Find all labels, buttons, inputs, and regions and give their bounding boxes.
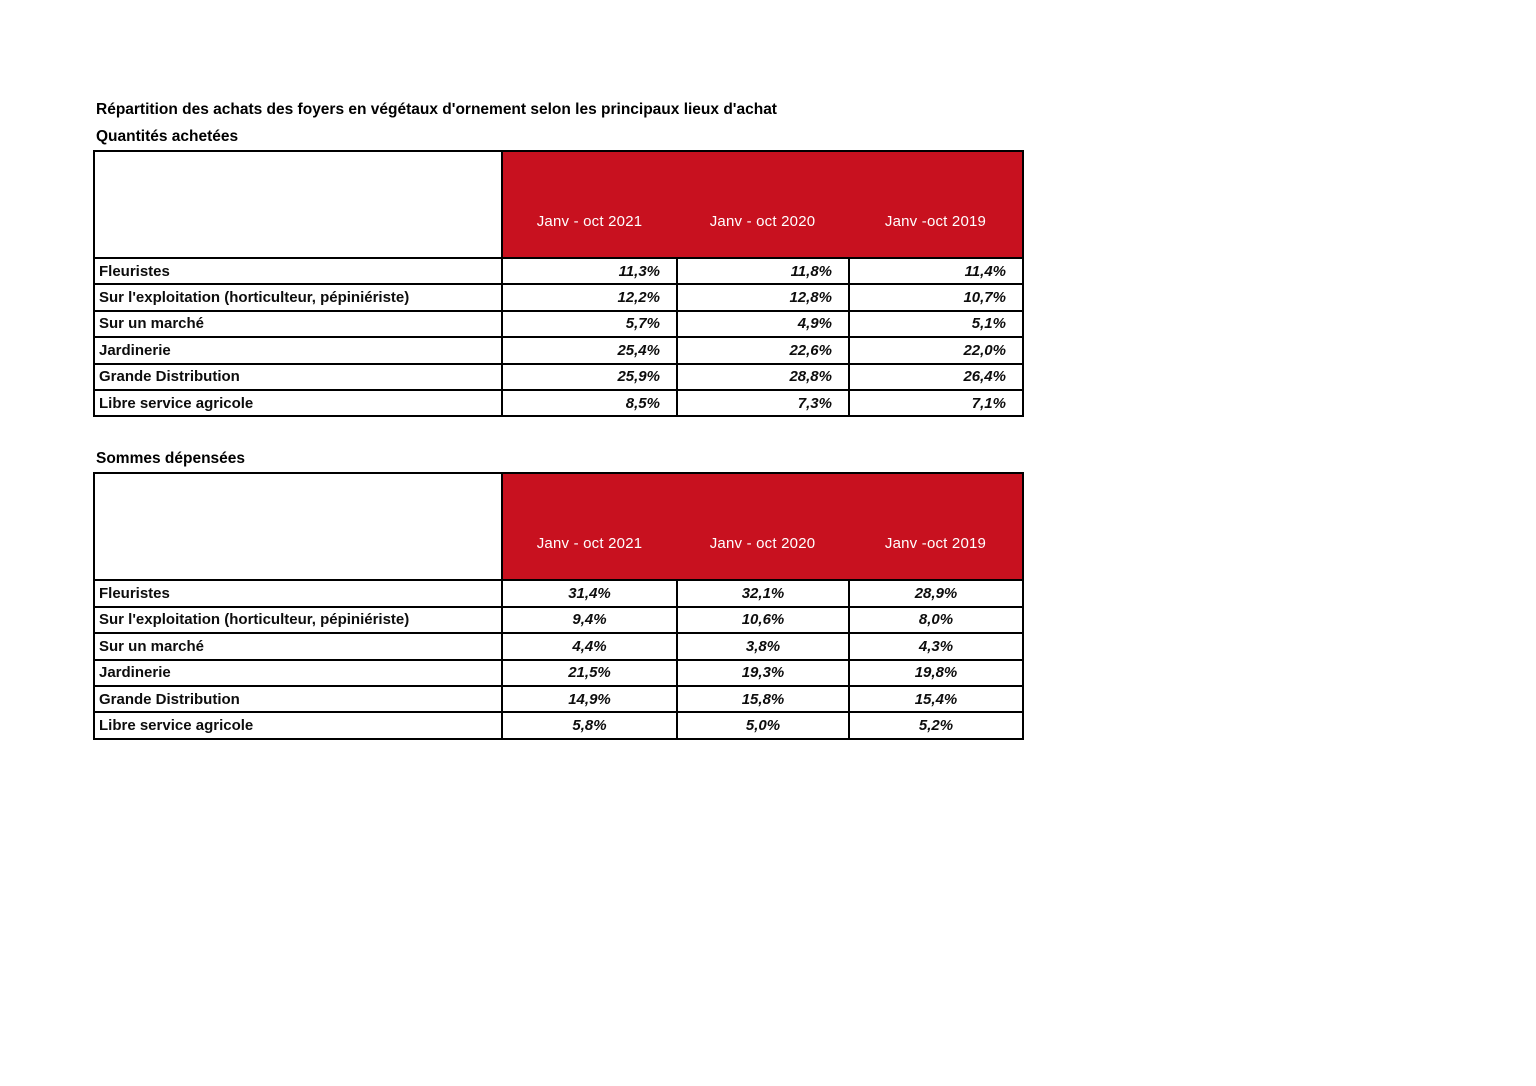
value-cell: 14,9% [501,684,676,712]
column-header: Janv - oct 2021 [536,535,643,553]
row-label: Sur un marché [95,309,501,336]
value-cell: 8,0% [848,605,1022,633]
row-label: Grande Distribution [95,362,501,389]
value-cell: 5,2% [848,711,1022,738]
value-cell: 5,1% [848,309,1022,337]
value-cell: 31,4% [501,579,676,606]
corner-cell [95,474,501,580]
row-label: Grande Distribution [95,684,501,711]
row-label: Sur un marché [95,632,501,658]
tables-container: Quantités achetées Janv - oct 2021 Janv - … [93,128,1024,740]
document-page: Répartition des achats des foyers en vég… [93,101,1024,773]
value-cell: 10,7% [848,283,1022,310]
table-subtitle: Sommes dépensées [96,450,246,468]
value-cell: 28,8% [676,362,848,389]
table-subtitle: Quantités achetées [96,128,239,145]
value-cell: 7,3% [676,388,848,416]
value-cell: 9,4% [501,605,676,633]
row-label: Libre service agricole [95,711,501,737]
value-cell: 21,5% [501,658,676,685]
value-cell: 5,0% [676,711,848,738]
value-cell: 7,1% [848,388,1022,416]
value-cell: 10,6% [676,605,848,633]
column-header: Janv -oct 2019 [884,535,987,553]
value-cell: 22,0% [848,336,1022,363]
value-cell: 4,4% [501,632,676,659]
value-cell: 12,2% [501,283,676,310]
value-cell: 12,8% [676,283,848,310]
row-label: Libre service agricole [95,388,501,415]
value-cell: 4,3% [848,632,1022,659]
value-cell: 25,4% [501,336,676,363]
row-label: Fleuristes [95,579,501,605]
column-header: Janv - oct 2020 [709,535,816,553]
value-cell: 5,8% [501,711,676,738]
value-cell: 15,4% [848,684,1022,712]
corner-cell [95,152,501,257]
table-header: Janv - oct 2021 Janv - oct 2020 Janv -oct … [501,152,1022,257]
table-section: Quantités achetées Janv - oct 2021 Janv - … [93,128,1024,418]
value-cell: 25,9% [501,362,676,389]
value-cell: 8,5% [501,388,676,416]
column-header: Janv -oct 2019 [884,213,987,230]
page-title: Répartition des achats des foyers en vég… [96,101,777,118]
value-cell: 4,9% [676,309,848,337]
value-cell: 22,6% [676,336,848,363]
table-header: Janv - oct 2021 Janv - oct 2020 Janv -oct … [501,474,1022,580]
row-label: Sur l'exploitation (horticulteur, pépini… [95,605,501,632]
column-header: Janv - oct 2021 [536,213,643,230]
value-cell: 28,9% [848,579,1022,606]
row-label: Sur l'exploitation (horticulteur, pépini… [95,283,501,309]
value-cell: 11,8% [676,257,848,284]
value-cell: 11,4% [848,257,1022,284]
data-table: Janv - oct 2021 Janv - oct 2020 Janv -oct … [93,472,1024,740]
column-header: Janv - oct 2020 [709,213,816,230]
data-table: Janv - oct 2021 Janv - oct 2020 Janv -oct … [93,150,1024,418]
value-cell: 15,8% [676,684,848,712]
value-cell: 19,3% [676,658,848,685]
row-label: Jardinerie [95,336,501,362]
value-cell: 11,3% [501,257,676,284]
value-cell: 32,1% [676,579,848,606]
row-label: Jardinerie [95,658,501,685]
value-cell: 5,7% [501,309,676,337]
value-cell: 26,4% [848,362,1022,389]
value-cell: 19,8% [848,658,1022,685]
value-cell: 3,8% [676,632,848,659]
row-label: Fleuristes [95,257,501,283]
table-section: Sommes dépensées Janv - oct 2021 Janv - oc… [93,450,1024,740]
